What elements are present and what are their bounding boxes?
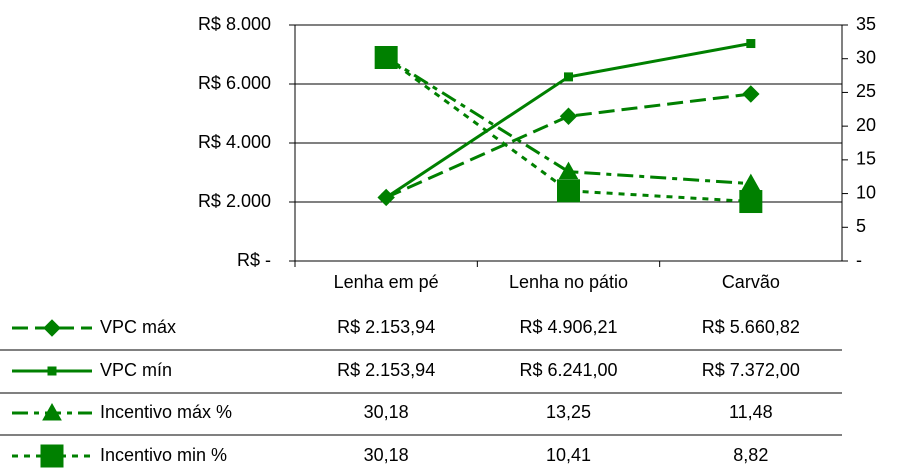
point [47,366,57,376]
table-value: 30,18 [364,445,409,465]
table-value: R$ 6.241,00 [519,360,617,380]
x-tick-label: Lenha no pátio [509,272,628,292]
table-value: 10,41 [546,445,591,465]
table-value: 13,25 [546,402,591,422]
table-value: R$ 7.372,00 [702,360,800,380]
point [739,190,763,214]
point [564,72,573,82]
series-line [385,56,751,204]
x-tick-label: Carvão [722,272,780,292]
y-tick-label: R$ - [237,250,271,270]
legend-label: VPC mín [100,360,172,380]
x-tick-label: Lenha em pé [334,272,439,292]
table-value: R$ 5.660,82 [702,317,800,337]
point [40,444,64,468]
series-line [385,56,751,186]
table-value: R$ 2.153,94 [337,360,435,380]
y2-tick-label: 15 [856,149,876,169]
legend-label: Incentivo máx % [100,402,232,422]
point [42,402,62,421]
point [557,179,580,203]
point [381,192,391,202]
y2-tick-label: 10 [856,182,876,202]
y2-tick-label: - [856,250,862,270]
y2-tick-label: 5 [856,216,866,236]
y-tick-label: R$ 6.000 [198,73,271,93]
table-value: 8,82 [733,445,768,465]
table-value: 30,18 [364,402,409,422]
point [559,107,578,125]
point [742,85,760,103]
y-tick-label: R$ 4.000 [198,132,271,152]
table-value: R$ 2.153,94 [337,317,435,337]
point [740,173,761,192]
legend-label: VPC máx [100,317,176,337]
point [43,319,61,337]
table-value: R$ 4.906,21 [519,317,617,337]
point [746,39,756,49]
point [374,46,398,70]
y-tick-label: R$ 2.000 [198,191,271,211]
y2-tick-label: 35 [856,14,876,34]
legend-label: Incentivo min % [100,445,227,465]
point [558,161,579,180]
y-tick-label: R$ 8.000 [198,14,271,34]
y2-tick-label: 20 [856,115,876,135]
y2-tick-label: 25 [856,81,876,101]
y2-tick-label: 30 [856,47,876,67]
table-value: 11,48 [729,402,773,422]
